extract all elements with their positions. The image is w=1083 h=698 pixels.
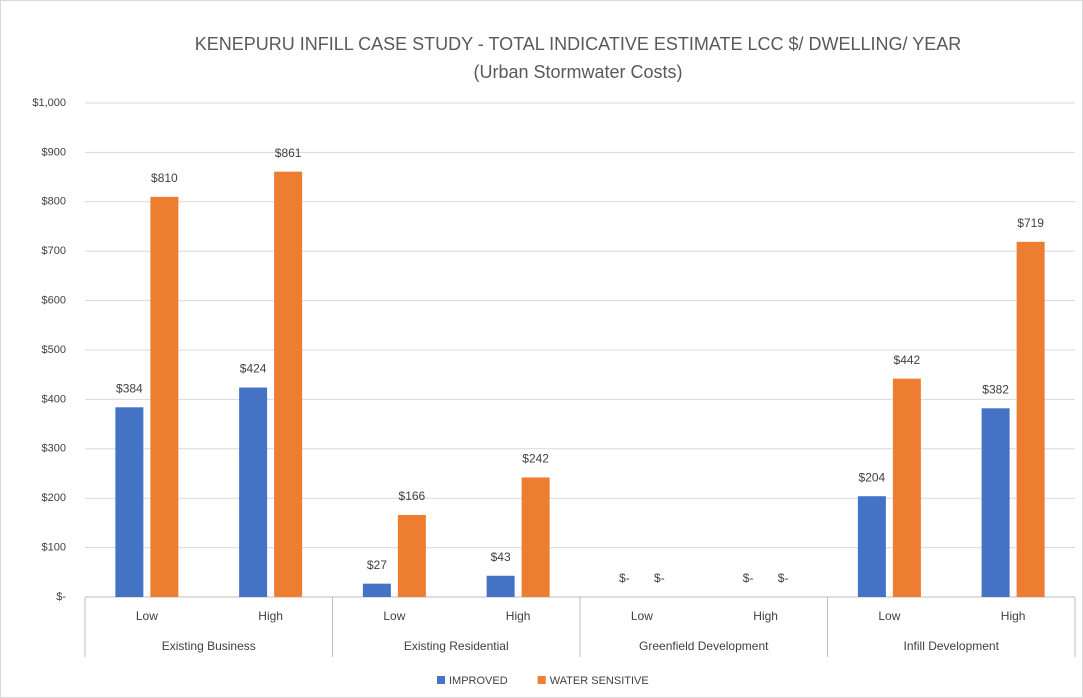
y-tick-label: $200 (42, 492, 66, 504)
y-tick-label: $500 (42, 344, 66, 356)
x-tick-label: Low (878, 609, 900, 623)
data-label: $- (743, 571, 754, 585)
data-label: $43 (491, 550, 511, 564)
data-label: $384 (116, 381, 143, 395)
group-label: Infill Development (904, 639, 1000, 653)
data-label: $- (778, 571, 789, 585)
y-tick-label: $400 (42, 393, 66, 405)
data-label: $719 (1017, 216, 1044, 230)
y-tick-label: $600 (42, 295, 66, 307)
group-label: Existing Business (162, 639, 256, 653)
data-label: $810 (151, 171, 178, 185)
group-label: Existing Residential (404, 639, 509, 653)
x-tick-label: High (258, 609, 283, 623)
data-label: $- (619, 571, 630, 585)
bar (274, 171, 303, 597)
data-label: $242 (522, 452, 549, 466)
x-tick-label: Low (383, 609, 405, 623)
bar (239, 387, 268, 597)
x-tick-label: High (753, 609, 778, 623)
chart-title: KENEPURU INFILL CASE STUDY - TOTAL INDIC… (195, 34, 962, 54)
data-label: $424 (240, 362, 267, 376)
bar (857, 496, 886, 597)
bar (981, 408, 1010, 597)
data-label: $166 (399, 489, 426, 503)
bar (486, 575, 515, 597)
bar (115, 407, 144, 597)
data-label: $27 (367, 558, 387, 572)
x-tick-label: High (506, 609, 531, 623)
y-tick-label: $300 (42, 443, 66, 455)
legend-swatch (437, 676, 445, 684)
bar (150, 196, 179, 598)
y-tick-label: $- (56, 591, 66, 603)
legend-label: IMPROVED (449, 675, 508, 687)
bar (521, 477, 550, 597)
y-tick-label: $900 (42, 146, 66, 158)
data-label: $861 (275, 146, 302, 160)
x-tick-label: Low (631, 609, 653, 623)
data-label: $442 (894, 353, 921, 367)
chart-subtitle: (Urban Stormwater Costs) (473, 62, 682, 82)
data-label: $382 (982, 382, 1009, 396)
bar (892, 378, 921, 597)
y-tick-label: $800 (42, 196, 66, 208)
x-tick-label: Low (136, 609, 158, 623)
legend-label: WATER SENSITIVE (550, 675, 649, 687)
bar (362, 583, 391, 597)
bar (1016, 241, 1045, 597)
y-tick-label: $700 (42, 245, 66, 257)
x-tick-label: High (1001, 609, 1026, 623)
data-label: $204 (859, 470, 886, 484)
group-label: Greenfield Development (639, 639, 769, 653)
y-tick-label: $1,000 (32, 97, 66, 109)
y-tick-label: $100 (42, 542, 66, 554)
data-label: $- (654, 571, 665, 585)
bar (397, 514, 426, 597)
legend-swatch (537, 676, 546, 684)
